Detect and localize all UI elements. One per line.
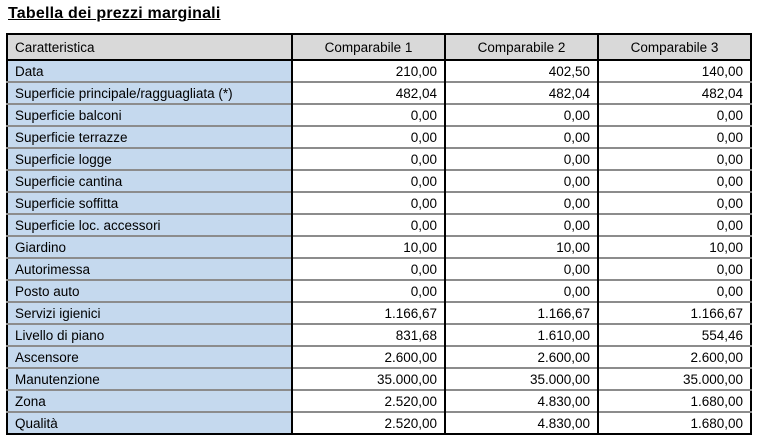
row-label: Superficie cantina [7,169,292,192]
table-row: Livello di piano 831,68 1.610,00 554,46 [7,323,751,346]
table-row: Ascensore 2.600,00 2.600,00 2.600,00 [7,345,751,368]
table-header: Caratteristica Comparabile 1 Comparabile… [7,34,751,61]
table-header-row: Caratteristica Comparabile 1 Comparabile… [7,34,751,61]
row-value: 1.680,00 [597,389,751,412]
row-label: Autorimessa [7,257,292,280]
row-label: Zona [7,389,292,412]
row-value: 1.610,00 [444,323,598,346]
header-comparabile-3: Comparabile 3 [597,34,751,61]
row-value: 554,46 [597,323,751,346]
row-value: 482,04 [291,81,445,104]
row-value: 0,00 [444,257,598,280]
table-row: Superficie terrazze 0,00 0,00 0,00 [7,125,751,148]
row-label: Posto auto [7,279,292,302]
row-label: Superficie soffitta [7,191,292,214]
table-row: Superficie principale/ragguagliata (*) 48… [7,81,751,104]
table-row: Manutenzione 35.000,00 35.000,00 35.000,00 [7,367,751,390]
row-label: Manutenzione [7,367,292,390]
marginal-prices-table: Caratteristica Comparabile 1 Comparabile… [6,33,752,435]
row-value: 0,00 [444,169,598,192]
row-label: Qualità [7,411,292,434]
header-comparabile-2: Comparabile 2 [444,34,598,61]
row-value: 0,00 [597,257,751,280]
row-value: 0,00 [597,169,751,192]
row-value: 35.000,00 [291,367,445,390]
row-value: 0,00 [444,147,598,170]
row-value: 210,00 [291,60,445,82]
row-value: 0,00 [597,191,751,214]
header-comparabile-1: Comparabile 1 [291,34,445,61]
row-value: 0,00 [444,213,598,236]
row-label: Superficie principale/ragguagliata (*) [7,81,292,104]
row-label: Superficie loc. accessori [7,213,292,236]
row-value: 1.166,67 [444,301,598,324]
table-row: Superficie balconi 0,00 0,00 0,00 [7,103,751,126]
row-value: 0,00 [291,147,445,170]
header-caratteristica: Caratteristica [7,34,292,61]
row-value: 0,00 [291,279,445,302]
row-value: 831,68 [291,323,445,346]
row-value: 10,00 [291,235,445,258]
table-row: Zona 2.520,00 4.830,00 1.680,00 [7,389,751,412]
page-title: Tabella dei prezzi marginali [8,5,221,22]
row-value: 35.000,00 [444,367,598,390]
row-value: 0,00 [444,279,598,302]
row-value: 1.166,67 [597,301,751,324]
row-value: 0,00 [444,103,598,126]
row-value: 402,50 [444,60,598,82]
row-value: 0,00 [597,147,751,170]
table-row: Posto auto 0,00 0,00 0,00 [7,279,751,302]
row-value: 0,00 [291,213,445,236]
row-value: 0,00 [291,125,445,148]
row-label: Superficie logge [7,147,292,170]
table-row: Superficie soffitta 0,00 0,00 0,00 [7,191,751,214]
row-label: Servizi igienici [7,301,292,324]
row-label: Superficie balconi [7,103,292,126]
table-row: Qualità 2.520,00 4.830,00 1.680,00 [7,411,751,434]
table-row: Superficie cantina 0,00 0,00 0,00 [7,169,751,192]
row-value: 0,00 [291,169,445,192]
row-value: 0,00 [444,125,598,148]
row-value: 140,00 [597,60,751,82]
row-value: 2.520,00 [291,389,445,412]
table-body: Data 210,00 402,50 140,00 Superficie princip… [7,60,751,434]
row-value: 482,04 [444,81,598,104]
row-value: 0,00 [291,103,445,126]
row-label: Giardino [7,235,292,258]
row-value: 2.520,00 [291,411,445,434]
table-row: Autorimessa 0,00 0,00 0,00 [7,257,751,280]
table-row: Servizi igienici 1.166,67 1.166,67 1.166,67 [7,301,751,324]
row-value: 1.680,00 [597,411,751,434]
row-value: 2.600,00 [291,345,445,368]
row-value: 0,00 [291,191,445,214]
table-row: Superficie logge 0,00 0,00 0,00 [7,147,751,170]
row-value: 0,00 [444,191,598,214]
row-value: 0,00 [291,257,445,280]
table-row: Superficie loc. accessori 0,00 0,00 0,00 [7,213,751,236]
row-label: Ascensore [7,345,292,368]
table-row: Giardino 10,00 10,00 10,00 [7,235,751,258]
row-value: 4.830,00 [444,411,598,434]
row-value: 482,04 [597,81,751,104]
row-value: 1.166,67 [291,301,445,324]
table-row: Data 210,00 402,50 140,00 [7,60,751,82]
row-label: Superficie terrazze [7,125,292,148]
row-value: 35.000,00 [597,367,751,390]
row-value: 0,00 [597,213,751,236]
row-label: Data [7,60,292,82]
row-value: 2.600,00 [597,345,751,368]
row-value: 0,00 [597,125,751,148]
row-value: 0,00 [597,279,751,302]
row-value: 10,00 [597,235,751,258]
row-value: 10,00 [444,235,598,258]
row-value: 0,00 [597,103,751,126]
row-value: 4.830,00 [444,389,598,412]
row-value: 2.600,00 [444,345,598,368]
row-label: Livello di piano [7,323,292,346]
